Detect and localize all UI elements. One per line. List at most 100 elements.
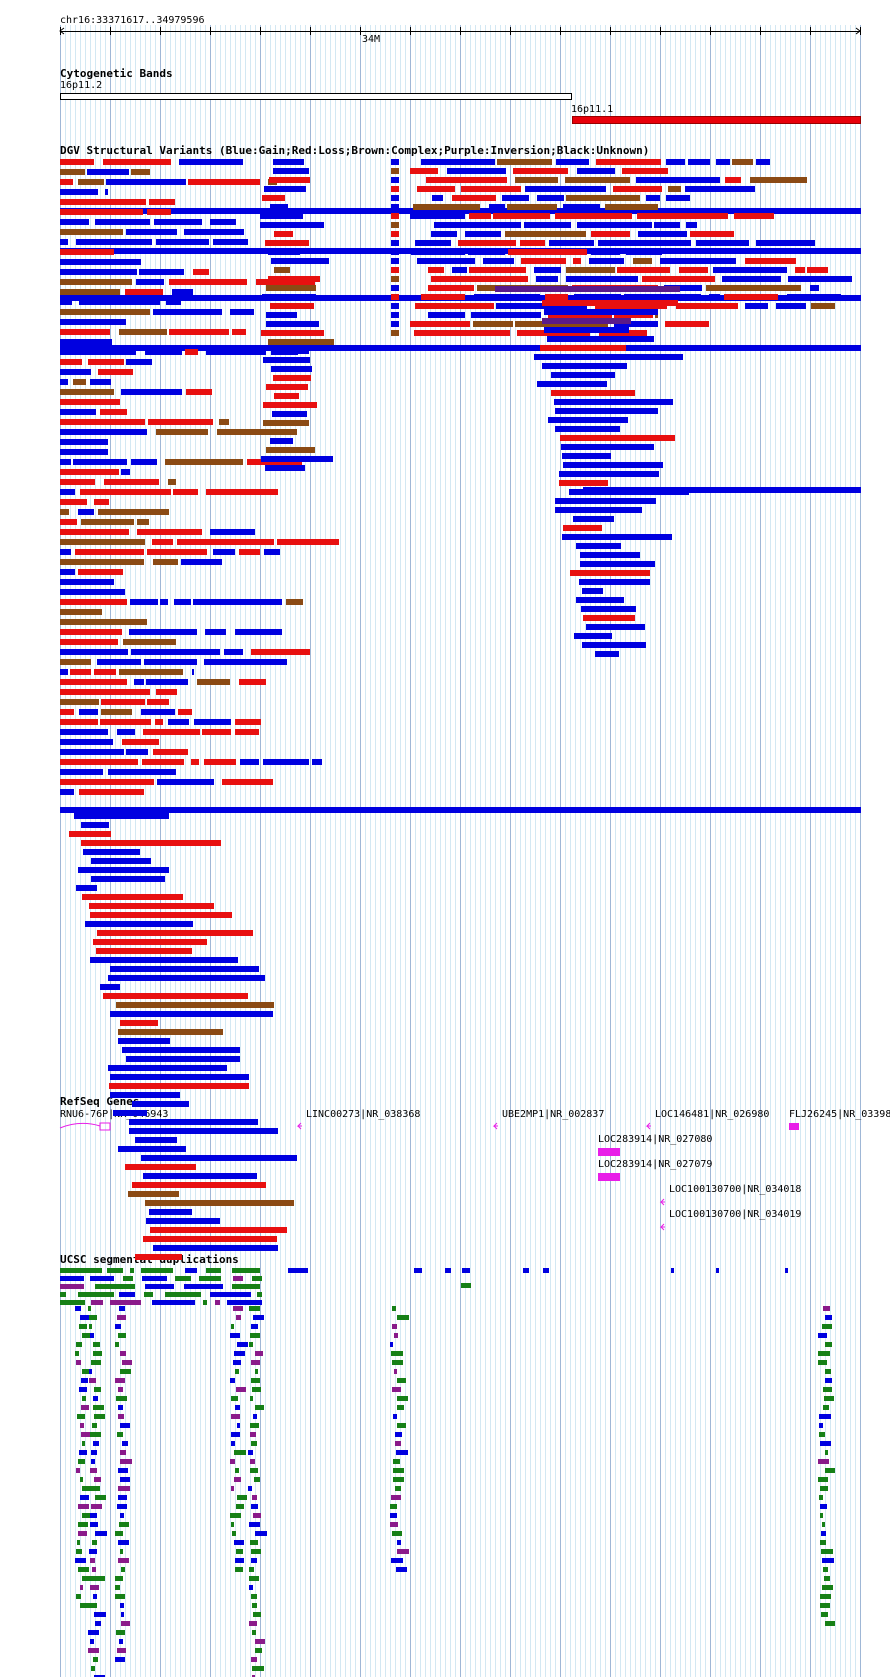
- segdup-bar[interactable]: [248, 1486, 252, 1491]
- variant-bar[interactable]: [157, 779, 214, 785]
- variant-bar[interactable]: [646, 195, 660, 201]
- variant-bar[interactable]: [94, 669, 116, 675]
- segdup-bar[interactable]: [393, 1414, 397, 1419]
- variant-bar[interactable]: [98, 369, 133, 375]
- variant-bar[interactable]: [97, 659, 141, 665]
- segdup-bar[interactable]: [118, 1495, 127, 1500]
- variant-bar[interactable]: [60, 389, 114, 395]
- variant-bar[interactable]: [60, 259, 141, 265]
- segdup-bar[interactable]: [115, 1531, 123, 1536]
- variant-bar[interactable]: [60, 529, 129, 535]
- variant-bar[interactable]: [81, 822, 109, 828]
- variant-bar[interactable]: [110, 1092, 180, 1098]
- segdup-bar[interactable]: [232, 1268, 260, 1273]
- variant-bar[interactable]: [745, 303, 768, 309]
- segdup-bar[interactable]: [250, 1432, 256, 1437]
- variant-bar[interactable]: [103, 159, 171, 165]
- segdup-bar[interactable]: [119, 1306, 125, 1311]
- gene-linc00273-glyph[interactable]: [296, 1122, 302, 1130]
- variant-bar[interactable]: [496, 303, 587, 309]
- variant-bar[interactable]: [70, 669, 91, 675]
- segdup-bar[interactable]: [82, 1576, 94, 1581]
- segdup-bar[interactable]: [80, 1423, 84, 1428]
- segdup-bar[interactable]: [203, 1300, 207, 1305]
- segdup-bar[interactable]: [825, 1342, 832, 1347]
- variant-bar[interactable]: [60, 669, 68, 675]
- segdup-bar[interactable]: [819, 1432, 825, 1437]
- segdup-bar[interactable]: [76, 1468, 80, 1473]
- variant-bar[interactable]: [141, 1155, 297, 1161]
- segdup-bar[interactable]: [78, 1522, 88, 1527]
- variant-bar[interactable]: [391, 222, 399, 228]
- segdup-bar[interactable]: [821, 1612, 828, 1617]
- variant-bar[interactable]: [69, 831, 111, 837]
- segdup-bar[interactable]: [206, 1268, 221, 1273]
- segdup-bar[interactable]: [93, 1405, 104, 1410]
- variant-bar[interactable]: [222, 779, 273, 785]
- segdup-bar[interactable]: [88, 1486, 100, 1491]
- segdup-bar[interactable]: [89, 1378, 96, 1383]
- segdup-bar[interactable]: [234, 1477, 241, 1482]
- segdup-bar[interactable]: [80, 1585, 83, 1590]
- segdup-bar[interactable]: [94, 1675, 105, 1677]
- variant-bar[interactable]: [172, 289, 193, 295]
- variant-bar[interactable]: [795, 267, 805, 273]
- segdup-bar[interactable]: [90, 1639, 94, 1644]
- variant-bar[interactable]: [537, 381, 607, 387]
- variant-bar[interactable]: [391, 312, 399, 318]
- variant-bar[interactable]: [149, 199, 175, 205]
- variant-bar[interactable]: [74, 813, 169, 819]
- variant-bar[interactable]: [119, 669, 183, 675]
- segdup-bar[interactable]: [249, 1621, 257, 1626]
- segdup-bar[interactable]: [230, 1459, 235, 1464]
- segdup-bar[interactable]: [820, 1540, 826, 1545]
- segdup-bar[interactable]: [118, 1468, 128, 1473]
- variant-bar[interactable]: [660, 258, 736, 264]
- variant-bar[interactable]: [577, 222, 652, 228]
- variant-bar[interactable]: [465, 231, 501, 237]
- variant-bar[interactable]: [582, 642, 646, 648]
- variant-bar[interactable]: [274, 231, 293, 237]
- variant-bar[interactable]: [60, 729, 108, 735]
- segdup-bar[interactable]: [250, 1333, 260, 1338]
- variant-bar[interactable]: [264, 549, 280, 555]
- segdup-bar[interactable]: [79, 1387, 87, 1392]
- segdup-bar[interactable]: [94, 1612, 106, 1617]
- variant-bar[interactable]: [60, 459, 71, 465]
- segdup-bar[interactable]: [93, 1594, 97, 1599]
- variant-bar[interactable]: [90, 912, 232, 918]
- variant-bar[interactable]: [179, 159, 243, 165]
- segdup-bar[interactable]: [142, 1276, 167, 1281]
- variant-bar[interactable]: [452, 195, 496, 201]
- segdup-bar[interactable]: [231, 1486, 234, 1491]
- variant-bar[interactable]: [60, 349, 136, 355]
- segdup-bar[interactable]: [235, 1405, 240, 1410]
- track-title-dgv[interactable]: DGV Structural Variants (Blue:Gain;Red:L…: [60, 144, 650, 157]
- segdup-bar[interactable]: [90, 1522, 98, 1527]
- variant-bar[interactable]: [497, 159, 552, 165]
- segdup-bar[interactable]: [236, 1315, 241, 1320]
- variant-bar[interactable]: [521, 258, 566, 264]
- variant-bar[interactable]: [205, 629, 226, 635]
- segdup-bar[interactable]: [115, 1585, 120, 1590]
- variant-bar[interactable]: [665, 321, 709, 327]
- variant-bar[interactable]: [534, 354, 683, 360]
- variant-bar[interactable]: [103, 993, 248, 999]
- variant-bar[interactable]: [581, 606, 636, 612]
- variant-bar[interactable]: [60, 419, 145, 425]
- gene-label-linc00273[interactable]: LINC00273|NR_038368: [306, 1109, 421, 1120]
- variant-bar[interactable]: [60, 269, 137, 275]
- segdup-bar[interactable]: [823, 1567, 828, 1572]
- segdup-bar[interactable]: [255, 1639, 265, 1644]
- segdup-bar[interactable]: [80, 1477, 83, 1482]
- variant-bar[interactable]: [128, 1191, 179, 1197]
- segdup-bar[interactable]: [121, 1621, 130, 1626]
- segdup-bar[interactable]: [89, 1324, 92, 1329]
- variant-bar[interactable]: [428, 312, 465, 318]
- variant-bar[interactable]: [391, 321, 399, 327]
- segdup-bar[interactable]: [825, 1378, 832, 1383]
- variant-bar[interactable]: [178, 709, 192, 715]
- variant-bar[interactable]: [807, 267, 828, 273]
- variant-bar[interactable]: [142, 759, 184, 765]
- variant-bar[interactable]: [577, 168, 615, 174]
